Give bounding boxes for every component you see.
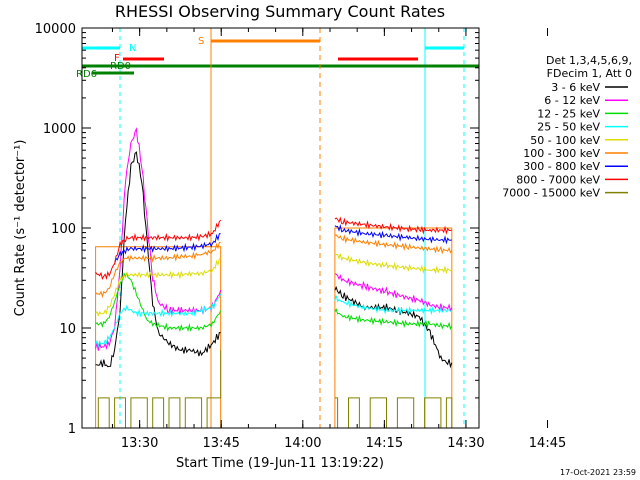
timestamp: 17-Oct-2021 23:59 xyxy=(560,468,636,477)
y-axis-label: Count Rate (s⁻¹ detector⁻¹) xyxy=(13,140,28,317)
legend-header-decimation: FDecim 1, Att 0 xyxy=(547,67,632,80)
y-tick-label: 1000 xyxy=(43,122,76,137)
y-tick-label: 100 xyxy=(51,222,76,237)
x-tick-label: 14:15 xyxy=(366,436,403,451)
series-line-1-seg-0 xyxy=(95,127,222,351)
legend-label: 12 - 25 keV xyxy=(537,107,600,120)
flag-label-n: N xyxy=(129,43,136,54)
legend: Det 1,3,4,5,6,9, FDecim 1, Att 0 3 - 6 k… xyxy=(502,54,632,200)
series-line-3-seg-1 xyxy=(334,295,453,316)
series-line-0-seg-1 xyxy=(334,285,453,369)
series-line-6-seg-1 xyxy=(334,223,452,245)
series-line-2-seg-1 xyxy=(334,307,453,331)
series-line-6-seg-0 xyxy=(114,233,221,265)
series-layer xyxy=(95,127,453,429)
series-line-7-seg-1 xyxy=(334,216,452,235)
x-tick-label: 14:30 xyxy=(447,436,484,451)
legend-label: 6 - 12 keV xyxy=(544,94,600,107)
chart-title: RHESSI Observing Summary Count Rates xyxy=(115,2,445,21)
series-line-0-seg-0 xyxy=(95,151,221,368)
y-tick-label: 1 xyxy=(68,422,76,437)
x-tick-label: 14:45 xyxy=(529,436,566,451)
series-line-4-seg-1 xyxy=(334,253,453,275)
series-line-5-seg-0 xyxy=(95,241,221,299)
series-line-1-seg-1 xyxy=(334,273,453,313)
flag-label-s: S xyxy=(198,36,204,47)
axes-layer: 13:30 13:45 14:00 14:15 14:30 14:45 1 10 100 1000… xyxy=(35,22,567,451)
y-tick-label: 10000 xyxy=(35,22,76,37)
legend-label: 300 - 800 keV xyxy=(523,160,600,173)
legend-label: 800 - 7000 keV xyxy=(516,173,600,186)
flag-label-rd0: RD0 xyxy=(110,61,131,72)
y-tick-label: 10 xyxy=(59,322,76,337)
x-tick-label: 13:45 xyxy=(202,436,239,451)
series-line-5-seg-1 xyxy=(334,234,453,255)
x-axis-label: Start Time (19-Jun-11 13:19:22) xyxy=(176,456,384,471)
legend-label: 100 - 300 keV xyxy=(523,147,600,160)
series-line-2-seg-0 xyxy=(95,271,222,333)
series-line-3-seg-0 xyxy=(95,293,222,349)
legend-label: 50 - 100 keV xyxy=(530,134,600,147)
flag-label-rd6: RD6 xyxy=(76,69,97,80)
legend-label: 7000 - 15000 keV xyxy=(502,187,600,200)
orange-interval-box xyxy=(95,246,222,428)
legend-label: 3 - 6 keV xyxy=(551,81,600,94)
series-line-8-seg-0 xyxy=(95,350,222,429)
x-tick-label: 14:00 xyxy=(284,436,321,451)
series-line-4-seg-0 xyxy=(95,257,221,317)
legend-label: 25 - 50 keV xyxy=(537,121,600,134)
orange-interval-box xyxy=(334,227,453,428)
series-line-8-seg-1 xyxy=(334,397,453,429)
series-line-7-seg-0 xyxy=(95,219,222,281)
flag-label-f: F xyxy=(114,53,120,64)
x-tick-label: 13:30 xyxy=(121,436,158,451)
legend-header-detectors: Det 1,3,4,5,6,9, xyxy=(546,54,632,67)
